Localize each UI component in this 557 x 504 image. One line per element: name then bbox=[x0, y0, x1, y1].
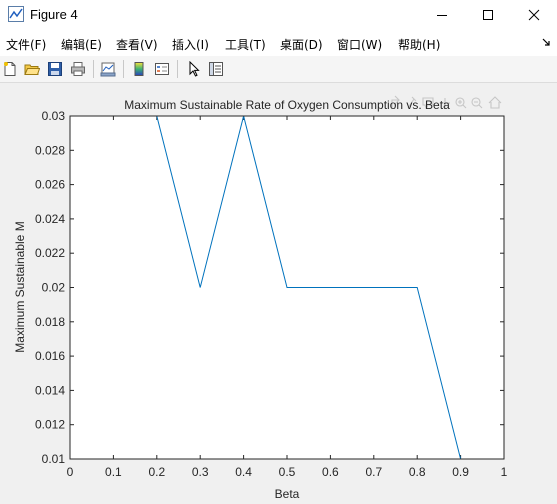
new-figure-icon bbox=[4, 62, 16, 76]
menu-window[interactable]: 窗口(W) bbox=[337, 38, 383, 52]
y-tick-label: 0.018 bbox=[35, 315, 65, 329]
minimize-button[interactable] bbox=[419, 0, 465, 30]
maximize-icon bbox=[483, 10, 493, 20]
x-tick-label: 0.9 bbox=[452, 465, 469, 479]
y-tick-label: 0.028 bbox=[35, 143, 65, 157]
x-tick-label: 0 bbox=[67, 465, 74, 479]
menu-edit[interactable]: 编辑(E) bbox=[61, 38, 102, 52]
menu-insert[interactable]: 插入(I) bbox=[172, 38, 209, 52]
data-tips-icon[interactable] bbox=[422, 97, 434, 110]
matlab-figure-icon bbox=[8, 6, 24, 22]
close-button[interactable] bbox=[511, 0, 557, 30]
export-icon[interactable] bbox=[391, 95, 400, 109]
open-file-button[interactable] bbox=[22, 59, 42, 79]
x-tick-label: 0.5 bbox=[279, 465, 296, 479]
close-icon bbox=[528, 9, 540, 21]
figure-toolbar bbox=[0, 56, 557, 83]
toolbar-separator bbox=[93, 60, 94, 78]
menu-file[interactable]: 文件(F) bbox=[6, 38, 47, 52]
y-axis-label: Maximum Sustainable M bbox=[13, 221, 27, 352]
y-tick-label: 0.01 bbox=[42, 452, 66, 466]
minimize-icon bbox=[437, 15, 447, 16]
x-tick-label: 0.3 bbox=[192, 465, 209, 479]
x-axis-label: Beta bbox=[275, 487, 300, 501]
chart-title: Maximum Sustainable Rate of Oxygen Consu… bbox=[124, 98, 450, 112]
title-bar: Figure 4 bbox=[0, 0, 557, 30]
line-chart: Maximum Sustainable Rate of Oxygen Consu… bbox=[13, 95, 508, 501]
new-figure-button[interactable] bbox=[0, 59, 20, 79]
menu-help[interactable]: 帮助(H) bbox=[398, 38, 441, 52]
x-tick-label: 0.8 bbox=[409, 465, 426, 479]
open-file-icon bbox=[24, 64, 40, 75]
property-inspector-icon bbox=[209, 62, 223, 76]
link-plot-icon bbox=[100, 62, 116, 77]
x-tick-label: 0.2 bbox=[148, 465, 165, 479]
menu-bar: 文件(F) 编辑(E) 查看(V) 插入(I) 工具(T) 桌面(D) 窗口(W… bbox=[0, 30, 557, 56]
save-button[interactable] bbox=[45, 59, 65, 79]
x-tick-label: 0.7 bbox=[365, 465, 382, 479]
y-tick-label: 0.02 bbox=[42, 281, 66, 295]
print-button[interactable] bbox=[68, 59, 88, 79]
pan-icon[interactable] bbox=[440, 98, 450, 108]
link-plot-button[interactable] bbox=[98, 59, 118, 79]
brush-icon[interactable] bbox=[407, 96, 417, 109]
y-tick-label: 0.012 bbox=[35, 418, 65, 432]
property-inspector-button[interactable] bbox=[206, 59, 226, 79]
toolbar-separator bbox=[123, 60, 124, 78]
insert-colorbar-button[interactable] bbox=[129, 59, 149, 79]
x-tick-label: 1 bbox=[501, 465, 508, 479]
axis-tick-labels: 0 0.1 0.2 0.3 0.4 0.5 0.6 0.7 0.8 0.9 1 0.01 0.012 0.… bbox=[35, 109, 508, 479]
y-tick-label: 0.03 bbox=[42, 109, 66, 123]
insert-legend-icon bbox=[155, 63, 169, 75]
window-title: Figure 4 bbox=[30, 7, 78, 22]
menu-tools[interactable]: 工具(T) bbox=[225, 38, 266, 52]
home-icon[interactable] bbox=[488, 96, 502, 109]
x-tick-label: 0.6 bbox=[322, 465, 339, 479]
menu-desktop[interactable]: 桌面(D) bbox=[280, 38, 323, 52]
y-tick-label: 0.016 bbox=[35, 349, 65, 363]
y-tick-label: 0.024 bbox=[35, 212, 65, 226]
edit-plot-button[interactable] bbox=[184, 59, 204, 79]
axes-box bbox=[69, 115, 505, 460]
dock-arrow-icon[interactable] bbox=[541, 37, 551, 47]
x-tick-label: 0.1 bbox=[105, 465, 122, 479]
edit-plot-arrow-icon bbox=[189, 61, 200, 77]
maximize-button[interactable] bbox=[465, 0, 511, 30]
insert-colorbar-icon bbox=[134, 62, 144, 76]
insert-legend-button[interactable] bbox=[152, 59, 172, 79]
toolbar-separator bbox=[177, 60, 178, 78]
axes-toolbar bbox=[391, 95, 502, 110]
zoom-in-icon[interactable] bbox=[455, 97, 467, 109]
print-icon bbox=[71, 62, 85, 76]
x-tick-label: 0.4 bbox=[235, 465, 252, 479]
y-tick-label: 0.022 bbox=[35, 246, 65, 260]
menu-view[interactable]: 查看(V) bbox=[116, 38, 158, 52]
y-tick-label: 0.014 bbox=[35, 383, 65, 397]
zoom-out-icon[interactable] bbox=[471, 97, 483, 109]
y-tick-label: 0.026 bbox=[35, 178, 65, 192]
save-icon bbox=[48, 62, 62, 76]
